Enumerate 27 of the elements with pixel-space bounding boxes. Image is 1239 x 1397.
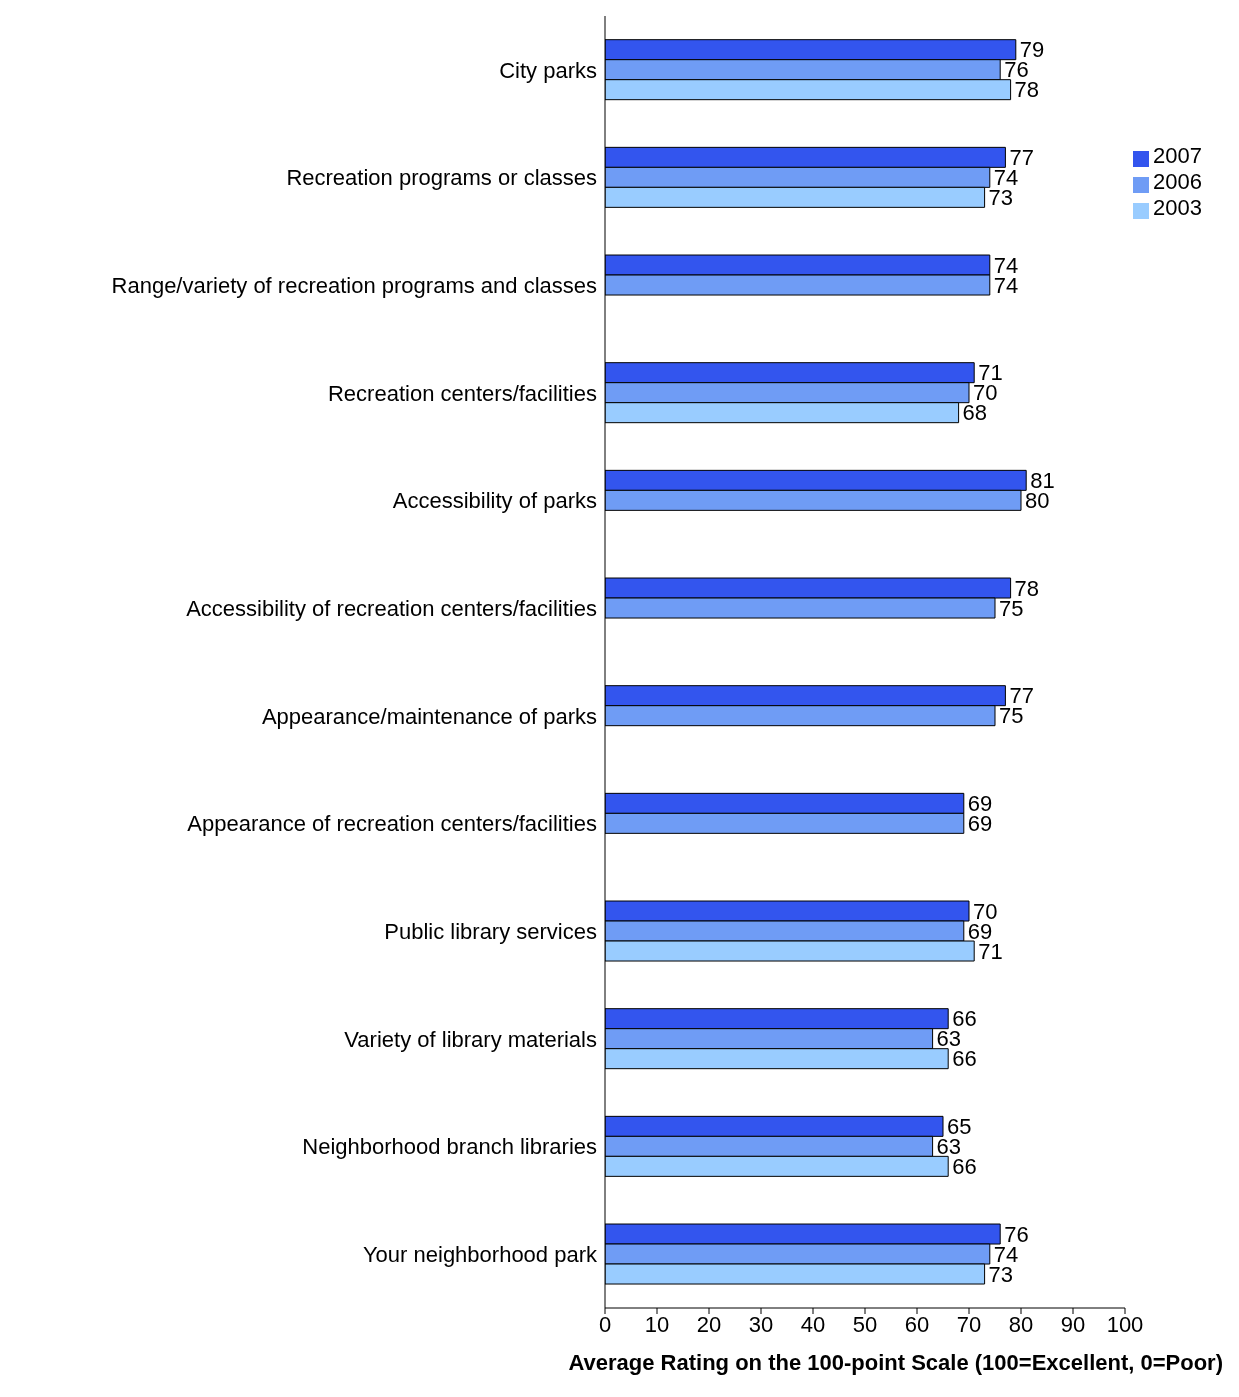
x-axis-title: Average Rating on the 100-point Scale (100=Excellent, 0=Poor) xyxy=(567,1350,1223,1376)
x-tick-label: 60 xyxy=(904,1311,930,1337)
y-tick-label: Range/variety of recreation programs and classes xyxy=(111,272,597,298)
legend-label: 2006 xyxy=(1153,169,1202,194)
y-tick-label: Your neighborhood park xyxy=(362,1241,598,1267)
legend-label: 2007 xyxy=(1153,143,1202,168)
x-tick-label: 10 xyxy=(644,1311,670,1337)
x-tick-label: 20 xyxy=(696,1311,722,1337)
y-tick-label: Accessibility of recreation centers/facilities xyxy=(186,595,597,621)
y-tick-label: Variety of library materials xyxy=(344,1026,597,1052)
x-tick-label: 100 xyxy=(1106,1311,1144,1337)
x-tick-label: 80 xyxy=(1008,1311,1034,1337)
y-tick-label: Recreation programs or classes xyxy=(286,165,597,191)
y-tick-label: Neighborhood branch libraries xyxy=(302,1134,597,1160)
legend-label: 2003 xyxy=(1153,195,1202,220)
x-tick-label: 0 xyxy=(598,1311,612,1337)
y-tick-label: Appearance/maintenance of parks xyxy=(261,703,597,729)
y-tick-label: City parks xyxy=(499,57,597,83)
y-tick-label: Appearance of recreation centers/facilities xyxy=(187,811,597,837)
x-tick-label: 90 xyxy=(1060,1311,1086,1337)
x-tick-label: 50 xyxy=(852,1311,878,1337)
x-tick-label: 40 xyxy=(800,1311,826,1337)
y-tick-label: Recreation centers/facilities xyxy=(327,380,597,406)
y-tick-label: Public library services xyxy=(384,918,597,944)
x-tick-label: 30 xyxy=(748,1311,774,1337)
y-tick-label: Accessibility of parks xyxy=(392,488,597,514)
x-tick-label: 70 xyxy=(956,1311,982,1337)
